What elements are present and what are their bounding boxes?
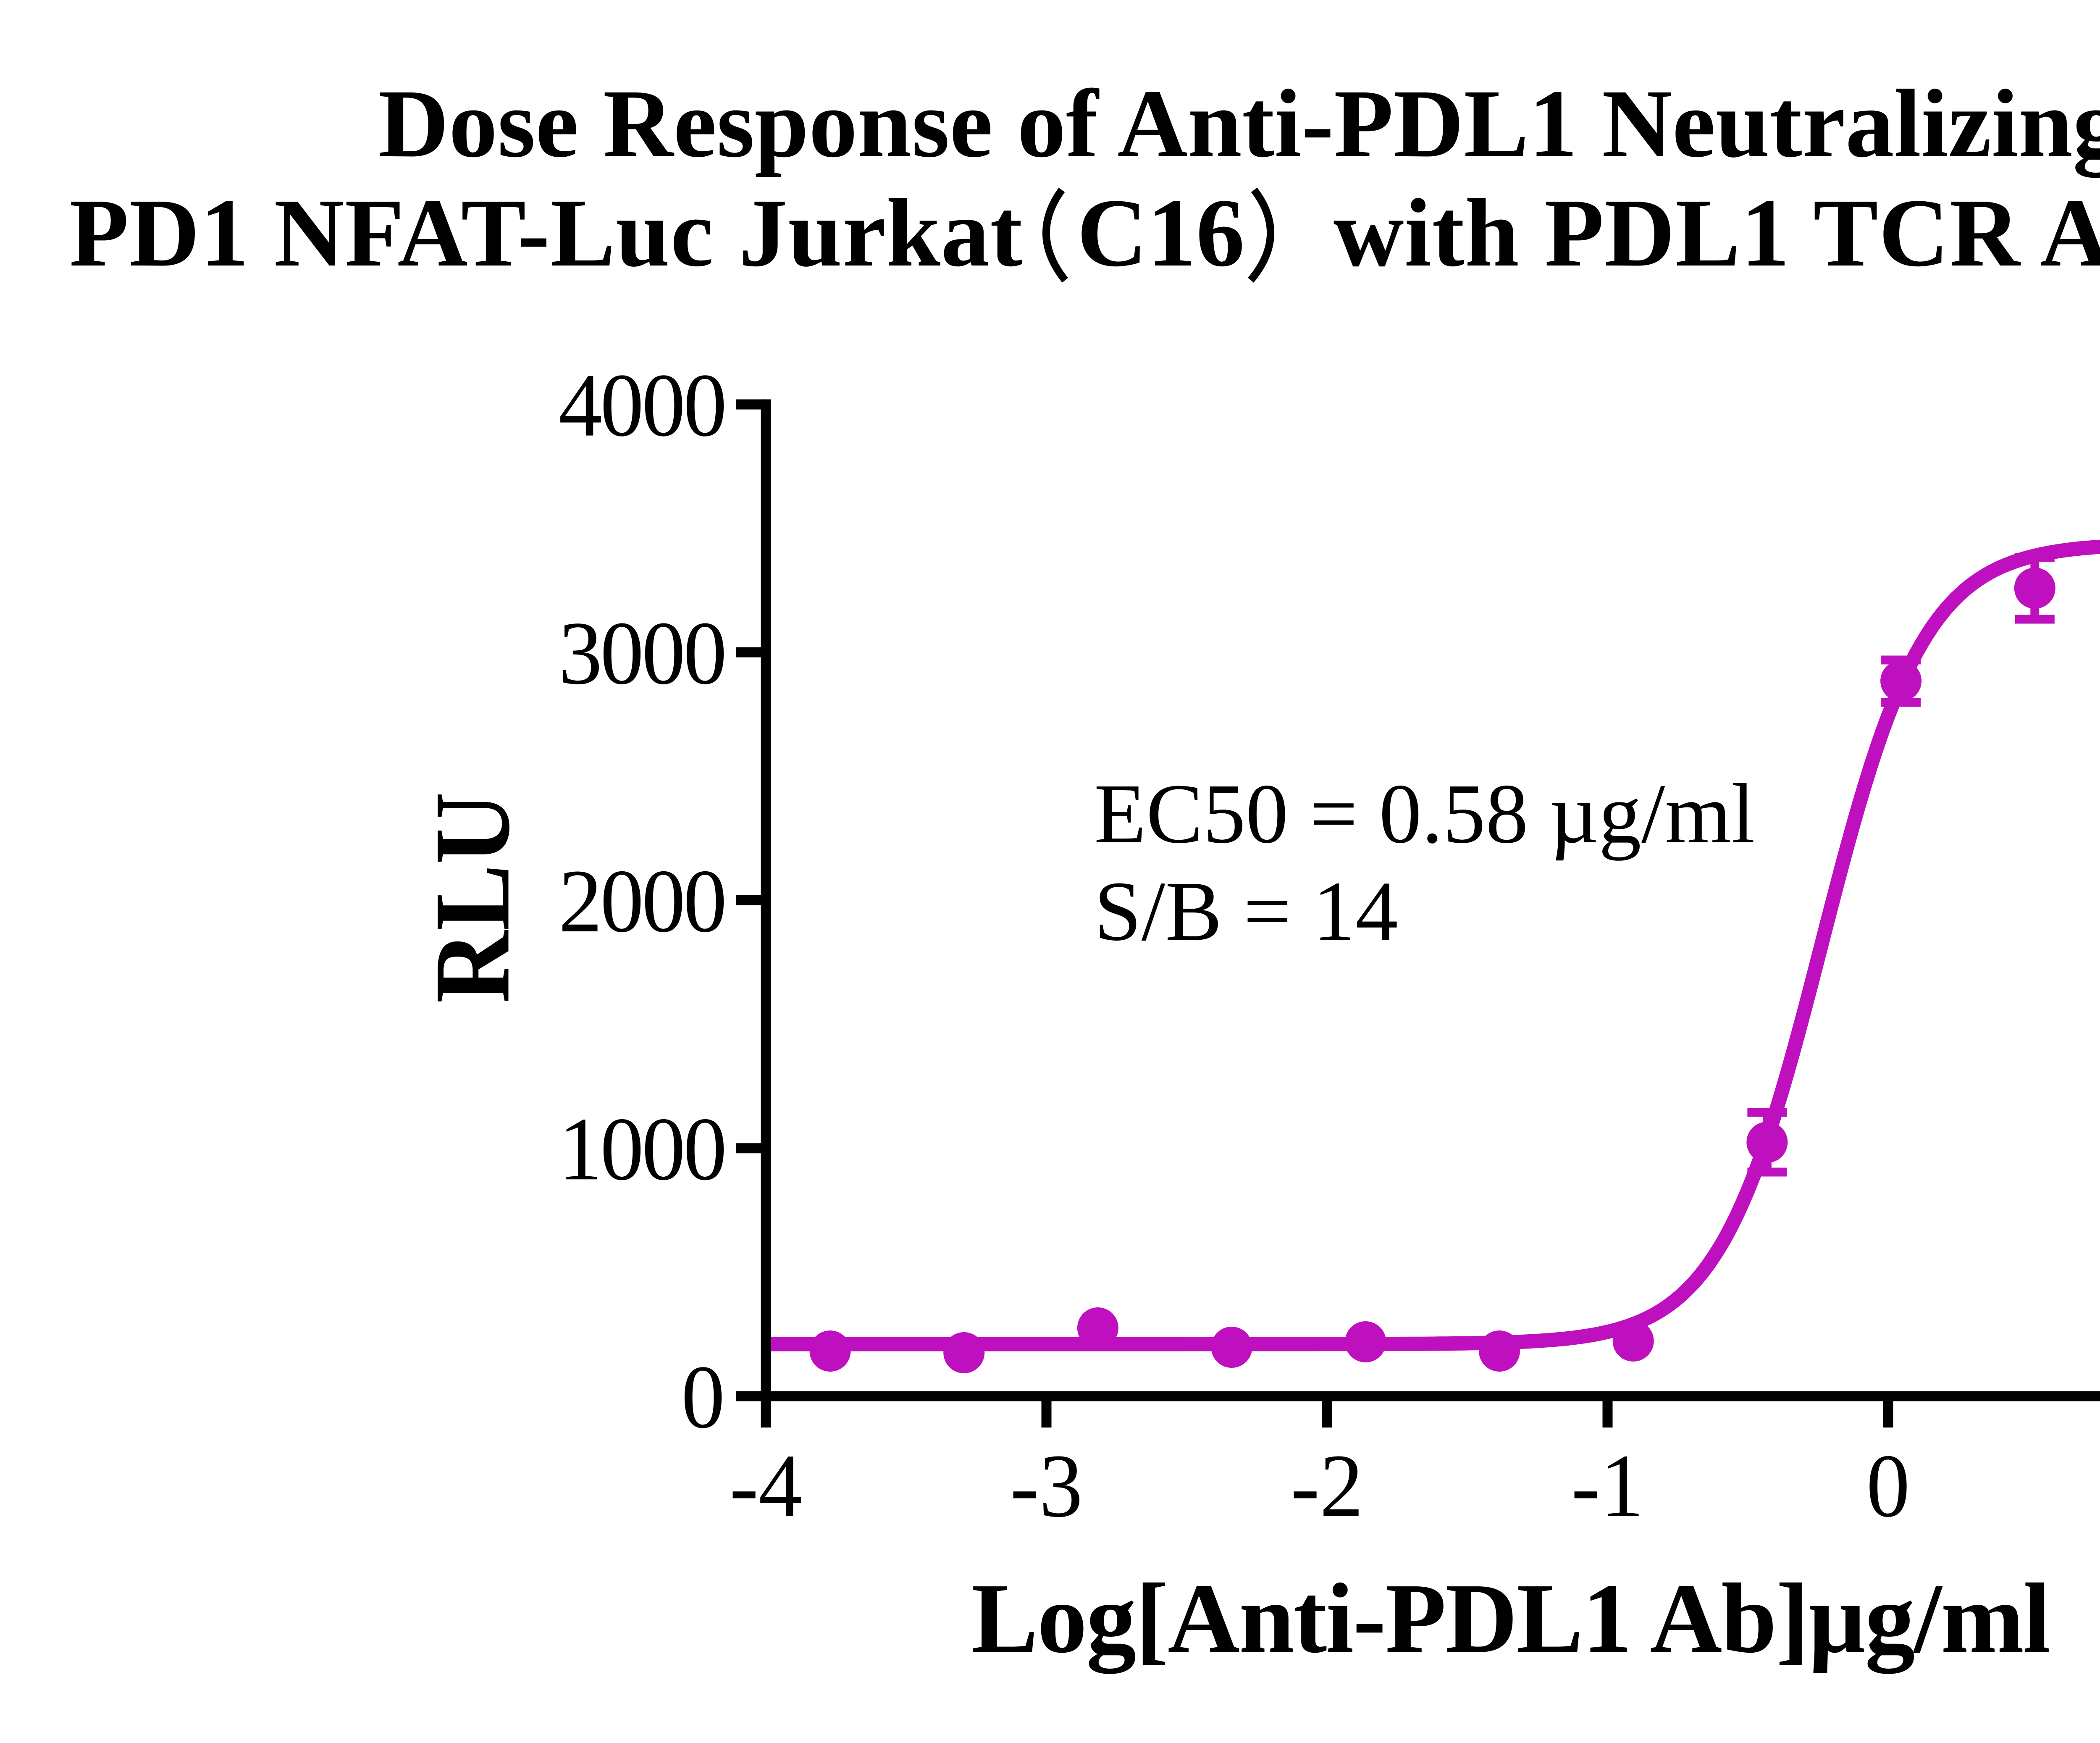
svg-text:-4: -4: [730, 1435, 802, 1536]
svg-text:EC50 = 0.58 µg/ml: EC50 = 0.58 µg/ml: [1094, 766, 1755, 861]
svg-text:0: 0: [1866, 1435, 1910, 1536]
svg-text:C16: C16: [1077, 179, 1245, 287]
svg-text:4000: 4000: [559, 355, 725, 455]
svg-text:3000: 3000: [559, 603, 725, 703]
svg-text:S/B = 14: S/B = 14: [1094, 864, 1398, 958]
svg-text:Dose Response of Anti-PDL1 Neu: Dose Response of Anti-PDL1 Neutralizing …: [378, 70, 2100, 178]
svg-text:Log[Anti-PDL1 Ab]µg/ml: Log[Anti-PDL1 Ab]µg/ml: [971, 1563, 2050, 1674]
svg-text:2000: 2000: [559, 851, 725, 951]
svg-text:0: 0: [681, 1346, 725, 1447]
svg-text:PD1 NFAT-Luc Jurkat: PD1 NFAT-Luc Jurkat: [69, 179, 1023, 287]
svg-text:-2: -2: [1291, 1435, 1363, 1536]
svg-text:RLU: RLU: [412, 792, 532, 1003]
svg-text:-1: -1: [1571, 1435, 1644, 1536]
svg-text:-3: -3: [1010, 1435, 1083, 1536]
svg-text:1000: 1000: [559, 1099, 725, 1199]
svg-text:with PDL1 TCR Activator CHO: with PDL1 TCR Activator CHO: [1334, 179, 2100, 287]
